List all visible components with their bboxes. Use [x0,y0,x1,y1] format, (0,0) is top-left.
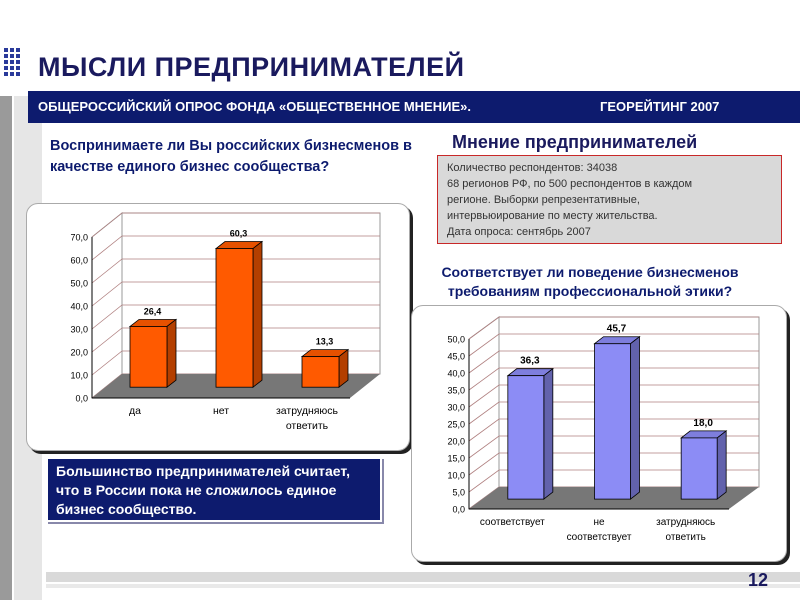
category-label: соответствует [480,517,545,528]
y-tick-label: 50,0 [70,279,88,289]
bar [215,248,254,388]
left-decor-bar [0,96,12,600]
bar-value-label: 26,4 [144,306,162,316]
category-label: соответствует [567,532,632,543]
y-tick-label: 10,0 [70,371,88,381]
bar [301,356,340,388]
respondents-line: 68 регионов РФ, по 500 респондентов в ка… [447,178,693,190]
respondents-line: Дата опроса: сентябрь 2007 [447,226,591,238]
bar-side [543,367,554,500]
gridline [468,316,759,340]
gridline [91,258,380,284]
bar-value-label: 18,0 [693,418,713,429]
bar-value-label: 36,3 [520,356,540,367]
page-number: 12 [748,570,769,590]
chart-side-wall [91,211,123,400]
header-georating-label: ГЕОРЕЙТИНГ 2007 [600,99,720,114]
y-tick-label: 15,0 [447,454,465,464]
bottom-decor-bar-light [46,584,800,588]
y-tick-label: 10,0 [447,471,465,481]
gridline [91,350,380,376]
category-label: ответить [286,420,329,432]
y-tick-label: 35,0 [447,386,465,396]
category-label: ответить [666,532,706,543]
gridline [468,418,759,442]
respondents-line: Количество респондентов: 34038 [447,162,618,174]
y-tick-label: 30,0 [70,325,88,335]
gridline [468,333,759,357]
bar-side [338,348,349,389]
category-label: затрудняюсь [276,405,339,417]
respondents-box [437,155,782,244]
header-survey-label: ОБЩЕРОССИЙСКИЙ ОПРОС ФОНДА «ОБЩЕСТВЕННОЕ… [38,99,471,114]
bar-side [166,318,177,389]
y-tick-label: 20,0 [447,437,465,447]
bar [594,343,631,500]
y-tick-label: 45,0 [447,352,465,362]
gridline [468,401,759,425]
y-tick-label: 40,0 [70,302,88,312]
header-band [28,91,800,123]
bar-side [252,240,263,389]
gridline [91,281,380,307]
respondents-line: интервьюирование по месту жительства. [447,210,658,222]
bar-side [716,430,727,500]
gridline [468,384,759,408]
bar-value-label: 13,3 [316,337,334,347]
y-tick-label: 20,0 [70,348,88,358]
y-tick-label: 0,0 [75,394,88,404]
question-1: Воспринимаете ли Вы российских бизнесмен… [50,138,412,175]
chart-1: 0,0 10,0 20,0 30,0 40,0 50,0 60,0 70,0 26,4 да 60,… [70,211,381,432]
gridline [468,452,759,476]
gridline [468,367,759,391]
y-tick-label: 60,0 [70,256,88,266]
bar-value-label: 45,7 [607,324,627,335]
chart-2: 0,0 5,0 10,0 15,0 20,0 25,0 30,0 35,0 40,0 45,0 50… [447,316,760,543]
bar [129,326,168,388]
bar [507,375,545,500]
gridline [91,327,380,353]
conclusion-box [46,457,382,522]
y-tick-label: 0,0 [452,505,465,515]
category-label: да [129,405,141,417]
page-title: МЫСЛИ ПРЕДПРИНИМАТЕЛЕЙ [38,52,465,82]
gridline [468,469,759,493]
y-tick-label: 5,0 [452,488,465,498]
gridline [91,235,380,261]
bar [680,437,718,500]
category-label: нет [213,405,229,417]
question-2: Соответствует ли поведение бизнесменов т… [441,264,739,299]
gridline [468,435,759,459]
gridline [91,304,380,330]
y-tick-label: 40,0 [447,369,465,379]
respondents-line: регионе. Выборки репрезентативные, [447,194,640,206]
category-label: не [593,517,605,528]
y-tick-label: 70,0 [70,233,88,243]
opinion-title: Мнение предпринимателей [452,132,698,152]
y-tick-label: 30,0 [447,403,465,413]
gridline [91,212,380,238]
y-tick-label: 50,0 [447,335,465,345]
conclusion-text: Большинство предпринимателей считает, чт… [56,463,351,517]
category-label: затрудняюсь [656,517,715,528]
bar-side [630,335,640,500]
bar-value-label: 60,3 [230,229,248,239]
gridline [468,350,759,374]
bottom-decor-bar [46,572,800,582]
y-tick-label: 25,0 [447,420,465,430]
logo-grid-icon [4,48,20,76]
